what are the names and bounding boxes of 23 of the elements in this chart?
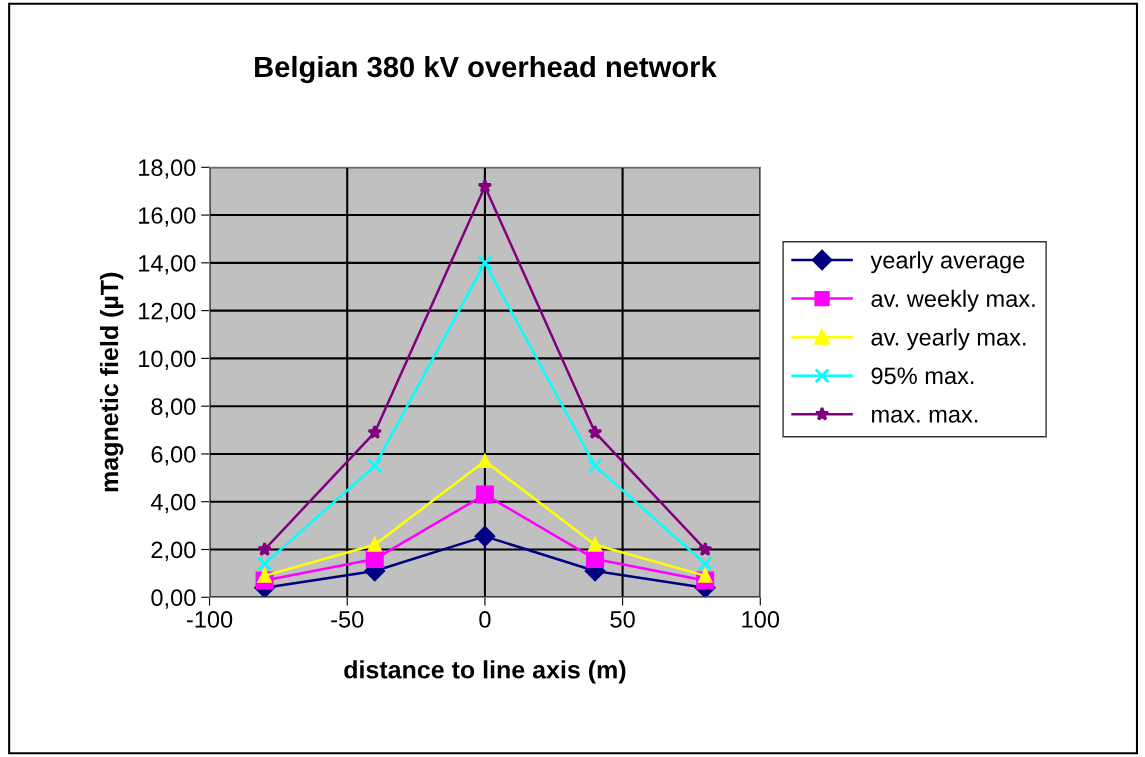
x-tick-label: 0 xyxy=(479,611,491,628)
y-tick-label: 4,00 xyxy=(150,493,196,514)
y-tick-label: 0,00 xyxy=(151,589,196,609)
chart-title: Belgian 380 kV overhead network xyxy=(255,55,717,84)
y-tick-label: 2,00 xyxy=(151,541,196,562)
legend-label: max. max. xyxy=(872,409,978,423)
x-tick-label: 100 xyxy=(742,611,780,628)
y-tick-label: 14,00 xyxy=(139,254,196,275)
y-tick-label: 10,00 xyxy=(139,350,196,370)
y-tick-label: 6,00 xyxy=(151,446,196,466)
legend-label: 95% max. xyxy=(871,367,974,385)
x-axis-title: distance to line axis (m) xyxy=(344,660,626,684)
y-tick-label: 16,00 xyxy=(139,207,196,227)
x-tick-label: -50 xyxy=(331,611,364,628)
x-tick-label: 50 xyxy=(610,611,635,628)
y-tick-label: 8,00 xyxy=(151,398,196,418)
legend-label: av. yearly max. xyxy=(871,328,1026,351)
legend-label: yearly average xyxy=(870,251,1025,274)
legend-label: av. weekly max. xyxy=(871,289,1035,312)
x-tick-label: -100 xyxy=(186,611,233,628)
y-axis-title: magnetic field (µT) xyxy=(99,272,124,492)
y-tick-label: 18,00 xyxy=(139,159,196,179)
y-tick-label: 12,00 xyxy=(139,302,196,323)
